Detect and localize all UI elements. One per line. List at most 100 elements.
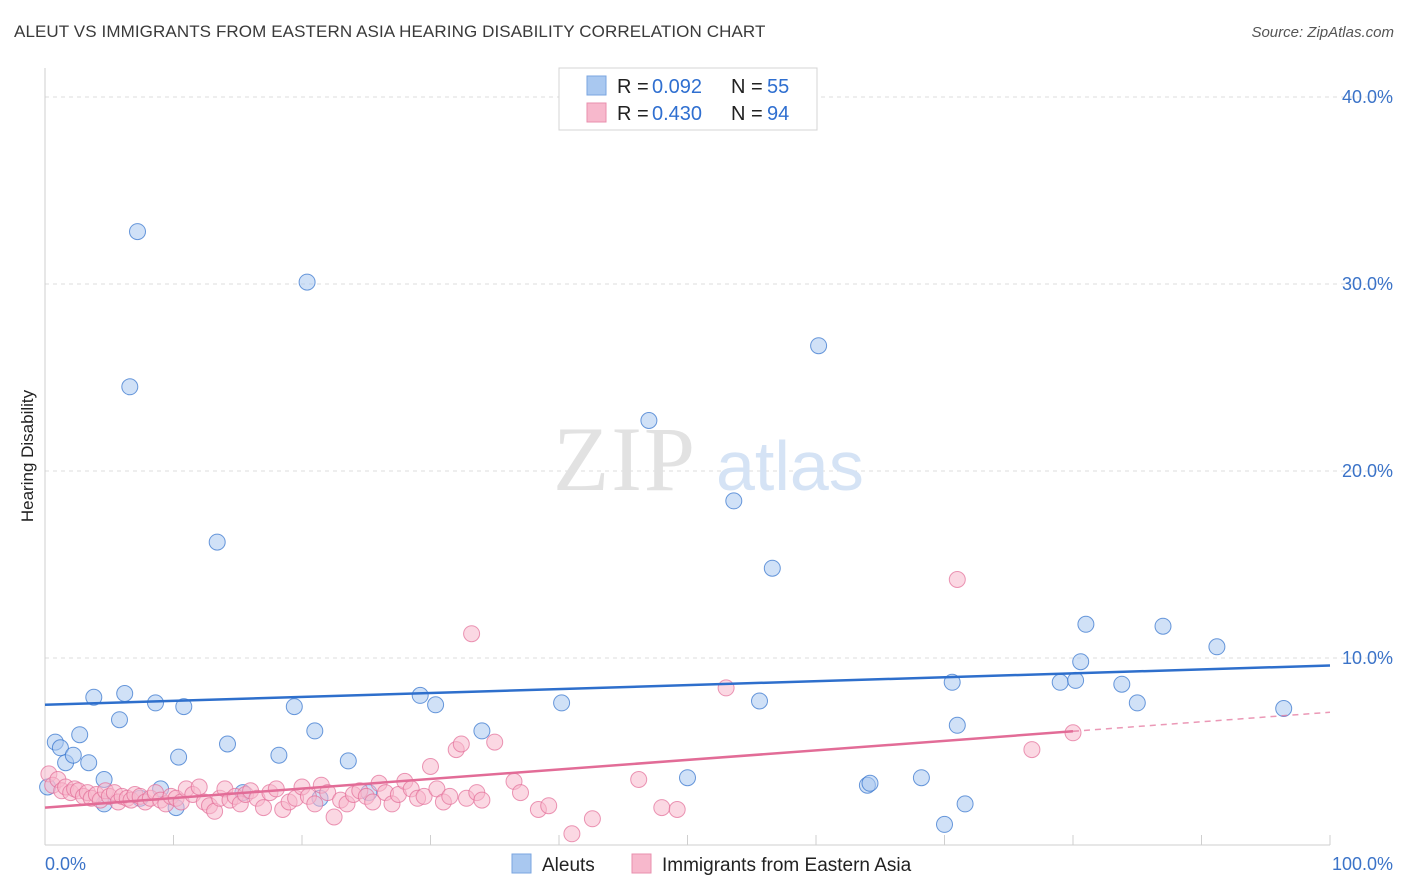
point-aleuts [411,686,429,704]
point-aleuts [1128,694,1146,712]
point-aleuts [285,698,303,716]
point-aleuts [71,726,89,744]
point-immigrants [1023,741,1041,759]
point-aleuts [1154,617,1172,635]
point-aleuts [270,746,288,764]
series-legend-label-aleuts: Aleuts [542,855,595,876]
point-immigrants [563,825,581,843]
point-aleuts [912,769,930,787]
point-aleuts [170,748,188,766]
grid-layer [45,96,1392,659]
point-immigrants [255,799,272,817]
point-aleuts [219,735,236,753]
point-aleuts [763,559,781,577]
point-immigrants [463,625,481,643]
stats-r-label-1: R = [617,76,654,98]
point-immigrants [512,784,529,802]
point-aleuts [298,273,316,291]
points-layer [39,223,1293,843]
point-aleuts [473,722,491,740]
series-legend: Aleuts Immigrants from Eastern Asia [511,853,912,876]
point-immigrants [441,787,459,805]
point-immigrants [306,795,324,813]
point-immigrants [668,801,686,818]
stats-n-value-1: 55 [767,76,789,98]
point-aleuts [1051,673,1069,691]
point-aleuts [810,337,828,355]
watermark-zip: ZIP [553,408,697,510]
point-immigrants [364,793,382,811]
point-aleuts [640,412,658,429]
point-aleuts [64,746,82,764]
stats-r-value-1: 0.092 [652,76,702,98]
point-aleuts [679,769,696,787]
stats-n-label-2: N = [731,103,768,125]
point-aleuts [208,533,226,551]
trend-line-immigrants [44,730,1074,809]
series-legend-swatch-immigrants [631,853,652,874]
point-aleuts [175,698,193,716]
point-aleuts [80,754,98,772]
y-tick-label: 10.0% [1342,648,1393,668]
point-aleuts [427,696,445,714]
stats-legend-swatch-pink [586,102,607,123]
point-immigrants [190,778,208,796]
point-aleuts [85,688,103,706]
x-tick-layer: 0.0% 100.0% [45,835,1393,874]
point-immigrants [415,787,433,805]
point-aleuts [861,774,879,792]
stats-r-label-2: R = [617,103,654,125]
point-immigrants [325,808,343,826]
point-immigrants [630,771,648,788]
trend-line-immigrants-extension [1072,711,1331,733]
x-tick-label-max: 100.0% [1332,854,1393,874]
point-aleuts [1077,615,1095,633]
point-aleuts [147,694,164,712]
trend-line-aleuts [44,664,1331,706]
point-immigrants [486,733,504,751]
y-tick-label: 30.0% [1342,274,1393,294]
series-legend-label-immigrants: Immigrants from Eastern Asia [662,855,912,876]
point-aleuts [1275,700,1293,717]
point-aleuts [51,739,69,757]
point-aleuts [339,752,357,770]
point-aleuts [1067,671,1085,689]
stats-r-value-2: 0.430 [652,103,702,125]
point-aleuts [116,685,134,702]
point-aleuts [306,722,324,740]
y-tick-label: 40.0% [1342,87,1393,107]
point-aleuts [956,795,974,813]
stats-n-label-1: N = [731,76,768,98]
point-immigrants [653,799,671,817]
point-aleuts [121,378,139,396]
point-aleuts [1208,638,1226,656]
point-immigrants [319,784,337,802]
point-immigrants [948,571,966,588]
point-immigrants [473,791,491,809]
x-tick-label-min: 0.0% [45,854,86,874]
y-tick-label: 20.0% [1342,461,1393,481]
point-immigrants [583,810,601,828]
point-aleuts [129,223,146,241]
stats-n-value-2: 94 [767,103,789,125]
point-immigrants [422,758,439,775]
point-immigrants [717,679,735,697]
point-aleuts [1072,653,1090,671]
point-aleuts [936,815,953,833]
point-aleuts [553,694,571,712]
chart-title: ALEUT VS IMMIGRANTS FROM EASTERN ASIA HE… [14,22,766,41]
y-tick-layer: 10.0% 20.0% 30.0% 40.0% [1342,87,1393,668]
point-aleuts [751,692,768,710]
point-aleuts [111,711,128,729]
y-axis-label: Hearing Disability [18,389,37,522]
point-immigrants [540,797,558,815]
stats-legend-swatch-blue [586,75,607,96]
stats-legend: R = 0.092 N = 55 R = 0.430 N = 94 [558,67,818,131]
point-aleuts [948,716,966,734]
series-legend-swatch-aleuts [511,853,532,874]
point-immigrants [452,735,470,753]
point-aleuts [725,492,743,510]
watermark-atlas: atlas [716,427,864,505]
trend-layer [44,664,1331,809]
